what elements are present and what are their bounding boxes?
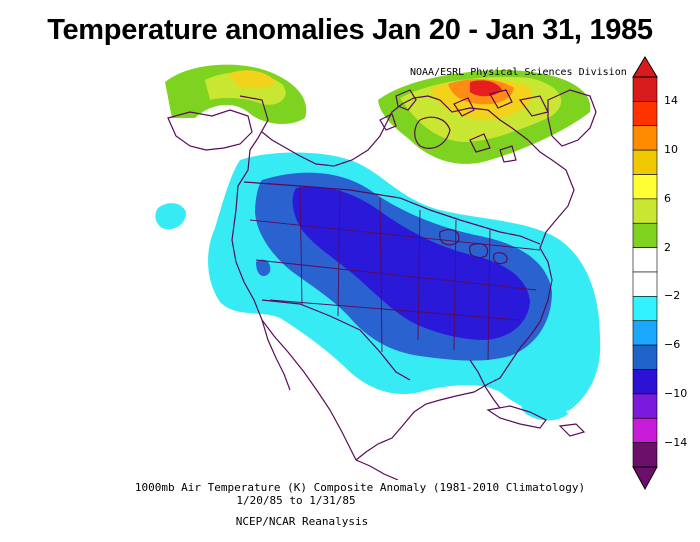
colorbar-cell	[632, 344, 658, 370]
caption-line-3: NCEP/NCAR Reanalysis	[235, 515, 369, 528]
caption-line-1: 1000mb Air Temperature (K) Composite Ano…	[134, 481, 586, 494]
colorbar-tick-label: 2	[664, 240, 671, 254]
colorbar-tick-label: 10	[664, 143, 678, 157]
anomaly-contours	[155, 64, 601, 421]
colorbar-tick-label: −10	[664, 386, 688, 400]
colorbar-tick-label: −14	[664, 435, 688, 449]
colorbar-cell	[632, 247, 658, 273]
colorbar-cell	[632, 174, 658, 200]
colorbar-tick-label: 14	[664, 94, 678, 108]
colorbar-top-arrow	[632, 56, 658, 78]
anomaly-map	[155, 64, 601, 480]
cold-anomaly-minus8	[292, 186, 530, 340]
colorbar-tick-label: 6	[664, 191, 671, 205]
colorbar	[632, 56, 658, 491]
colorbar-cell	[632, 198, 658, 224]
colorbar-cell	[632, 296, 658, 322]
colorbar-cell	[632, 393, 658, 419]
colorbar-cell	[632, 369, 658, 395]
colorbar-cell	[632, 320, 658, 346]
colorbar-cell	[632, 222, 658, 248]
colorbar-cell	[632, 101, 658, 127]
colorbar-cell	[632, 125, 658, 151]
colorbar-tick-label: −6	[664, 338, 681, 352]
colorbar-tick-label: −2	[664, 289, 681, 303]
credit-label: NOAA/ESRL Physical Sciences Division	[410, 67, 627, 78]
colorbar-cell	[632, 442, 658, 468]
colorbar-cell	[632, 271, 658, 297]
colorbar-cell	[632, 417, 658, 443]
colorbar-cell	[632, 76, 658, 102]
colorbar-cell	[632, 149, 658, 175]
coastlines-and-borders	[167, 89, 597, 480]
page-title: Temperature anomalies Jan 20 - Jan 31, 1…	[47, 14, 653, 46]
caption-line-2: 1/20/85 to 1/31/85	[236, 494, 356, 507]
colorbar-bottom-arrow	[632, 466, 658, 491]
